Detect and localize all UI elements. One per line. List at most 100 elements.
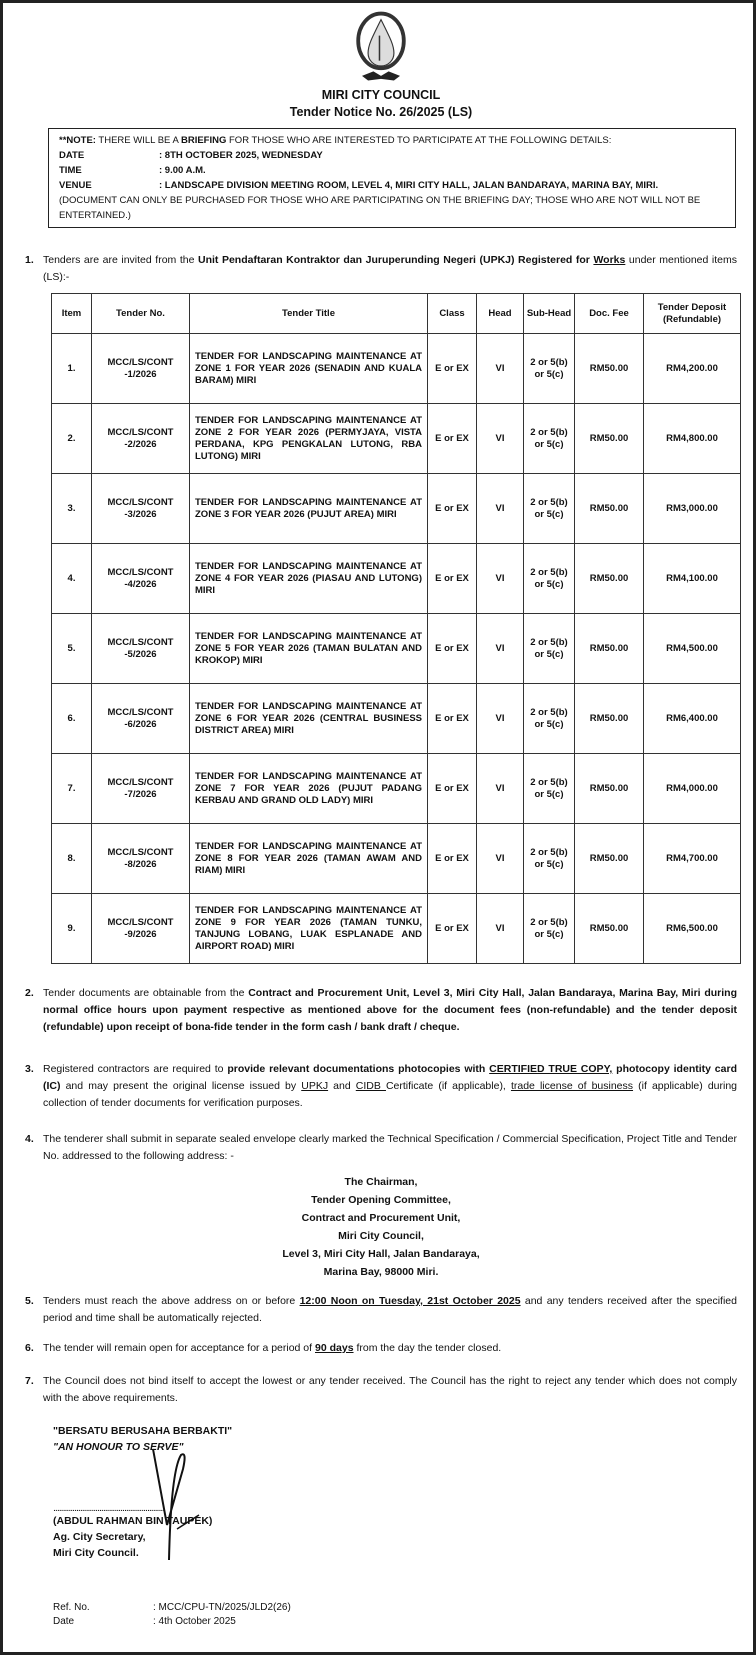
head-cell: VI	[476, 613, 524, 684]
table-row: 2. MCC/LS/CONT -2/2026 TENDER FOR LANDSCAP…	[51, 403, 741, 474]
tender-title-cell: TENDER FOR LANDSCAPING MAINTENANCE AT ZO…	[189, 333, 428, 404]
org-name: MIRI CITY COUNCIL	[321, 88, 441, 102]
briefing-note-box: **NOTE: THERE WILL BE A BRIEFING FOR THO…	[48, 128, 736, 228]
class-cell: E or EX	[427, 893, 477, 964]
para-text: and	[328, 1080, 356, 1092]
tender-title-cell: TENDER FOR LANDSCAPING MAINTENANCE AT ZO…	[189, 823, 428, 894]
tender-deposit-cell: RM4,000.00	[643, 753, 741, 824]
deadline: 12:00 Noon on Tuesday, 21st October 2025	[299, 1295, 521, 1307]
head-cell: VI	[476, 473, 524, 544]
signatory-name: (ABDUL RAHMAN BIN TAUPEK)	[53, 1515, 213, 1527]
tender-deposit-cell: RM4,500.00	[643, 613, 741, 684]
tender-deposit-cell: RM4,100.00	[643, 543, 741, 614]
para-number: 7.	[25, 1375, 34, 1387]
submission-address: The Chairman, Tender Opening Committee, Co…	[3, 1173, 753, 1281]
handwritten-signature	[152, 1448, 200, 1561]
tender-title-cell: TENDER FOR LANDSCAPING MAINTENANCE AT ZO…	[189, 753, 428, 824]
para-text: Tenders are are invited from the	[43, 254, 198, 266]
tender-number-cell: MCC/LS/CONT -9/2026	[91, 893, 190, 964]
paragraph-6: 6. The tender will remain open for accep…	[25, 1340, 737, 1357]
para-text: The Council does not bind itself to acce…	[43, 1375, 737, 1404]
tender-table: Item Tender No. Tender Title Class Head Sub-H…	[51, 293, 741, 964]
para-works: Works	[593, 254, 626, 266]
tender-title-cell: TENDER FOR LANDSCAPING MAINTENANCE AT ZO…	[189, 403, 428, 474]
signoff-block: "BERSATU BERUSAHA BERBAKTI" "AN HONOUR T…	[53, 1423, 232, 1561]
para-ctc: CERTIFIED TRUE COPY,	[489, 1063, 613, 1075]
para-text: (if applicable) during collection of ten…	[43, 1080, 738, 1109]
para-text: Tenders must reach the above address on …	[43, 1295, 300, 1307]
table-row: 7. MCC/LS/CONT -7/2026 TENDER FOR LANDSCAP…	[51, 753, 741, 824]
column-header: Class	[427, 293, 477, 334]
column-header: Head	[476, 293, 524, 334]
sub-head-cell: 2 or 5(b) or 5(c)	[523, 893, 575, 964]
signatory-title: Ag. City Secretary,	[53, 1531, 146, 1543]
item-number-cell: 6.	[51, 683, 92, 754]
table-row: 4. MCC/LS/CONT -4/2026 TENDER FOR LANDSCAP…	[51, 543, 741, 614]
para-number: 2.	[25, 987, 34, 999]
doc-fee-cell: RM50.00	[574, 333, 644, 404]
para-text: under mentioned items (LS):-	[43, 254, 737, 283]
sub-head-cell: 2 or 5(b) or 5(c)	[523, 823, 575, 894]
column-header: Doc. Fee	[574, 293, 644, 334]
address-line: Marina Bay, 98000 Miri.	[323, 1266, 439, 1278]
tender-number-cell: MCC/LS/CONT -5/2026	[91, 613, 190, 684]
motto-english: "AN HONOUR TO SERVE"	[53, 1441, 184, 1453]
paragraph-1: 1. Tenders are are invited from the Unit…	[25, 252, 737, 286]
head-cell: VI	[476, 893, 524, 964]
tender-deposit-cell: RM6,400.00	[643, 683, 741, 754]
class-cell: E or EX	[427, 753, 477, 824]
head-cell: VI	[476, 543, 524, 614]
column-header: Sub-Head	[523, 293, 575, 334]
para-number: 6.	[25, 1342, 34, 1354]
doc-fee-cell: RM50.00	[574, 403, 644, 474]
item-number-cell: 2.	[51, 403, 92, 474]
class-cell: E or EX	[427, 403, 477, 474]
sub-head-cell: 2 or 5(b) or 5(c)	[523, 683, 575, 754]
head-cell: VI	[476, 753, 524, 824]
address-line: Level 3, Miri City Hall, Jalan Bandaraya…	[282, 1248, 480, 1260]
tender-title-cell: TENDER FOR LANDSCAPING MAINTENANCE AT ZO…	[189, 893, 428, 964]
class-cell: E or EX	[427, 333, 477, 404]
item-number-cell: 7.	[51, 753, 92, 824]
doc-fee-cell: RM50.00	[574, 473, 644, 544]
note-disclaimer: (DOCUMENT CAN ONLY BE PURCHASED FOR THOS…	[59, 195, 701, 221]
doc-fee-cell: RM50.00	[574, 823, 644, 894]
signature-line: ........................................…	[53, 1502, 165, 1514]
para-cidb: CIDB	[355, 1080, 386, 1092]
para-ic: photocopy identity card (IC)	[43, 1063, 737, 1092]
item-number-cell: 1.	[51, 333, 92, 404]
item-number-cell: 9.	[51, 893, 92, 964]
item-number-cell: 5.	[51, 613, 92, 684]
item-number-cell: 8.	[51, 823, 92, 894]
sub-head-cell: 2 or 5(b) or 5(c)	[523, 613, 575, 684]
note-text: FOR THOSE WHO ARE INTERESTED TO PARTICIP…	[226, 135, 612, 146]
tender-title-cell: TENDER FOR LANDSCAPING MAINTENANCE AT ZO…	[189, 683, 428, 754]
para-text: Registered contractors are required to	[43, 1063, 228, 1075]
doc-fee-cell: RM50.00	[574, 753, 644, 824]
para-number: 1.	[25, 254, 34, 266]
para-text: and any tenders received after the speci…	[43, 1295, 737, 1324]
tender-number-cell: MCC/LS/CONT -1/2026	[91, 333, 190, 404]
head-cell: VI	[476, 823, 524, 894]
header: MIRI CITY COUNCIL Tender Notice No. 26/2…	[3, 87, 753, 121]
table-row: 6. MCC/LS/CONT -6/2026 TENDER FOR LANDSCAP…	[51, 683, 741, 754]
note-briefing: BRIEFING	[180, 135, 227, 146]
table-row: 3. MCC/LS/CONT -3/2026 TENDER FOR LANDSCAP…	[51, 473, 741, 544]
date-label: DATE	[59, 150, 85, 161]
address-line: Contract and Procurement Unit,	[301, 1212, 461, 1224]
venue-label: VENUE	[59, 180, 92, 191]
paragraph-4: 4. The tenderer shall submit in separate…	[25, 1131, 737, 1165]
reference-block: Ref. No.: MCC/CPU-TN/2025/JLD2(26) Date:…	[53, 1601, 291, 1629]
para-text: Certificate (if applicable),	[385, 1080, 511, 1092]
paragraph-3: 3. Registered contractors are required t…	[25, 1061, 737, 1112]
tender-deposit-cell: RM4,800.00	[643, 403, 741, 474]
tender-title-cell: TENDER FOR LANDSCAPING MAINTENANCE AT ZO…	[189, 543, 428, 614]
date-value: : 8TH OCTOBER 2025, WEDNESDAY	[159, 150, 323, 161]
note-label: **NOTE:	[59, 135, 96, 146]
head-cell: VI	[476, 403, 524, 474]
time-value: : 9.00 A.M.	[159, 165, 206, 176]
para-text: Tender documents are obtainable from the	[43, 987, 249, 999]
paragraph-5: 5. Tenders must reach the above address …	[25, 1293, 737, 1327]
column-header: Tender Deposit (Refundable)	[643, 293, 741, 334]
